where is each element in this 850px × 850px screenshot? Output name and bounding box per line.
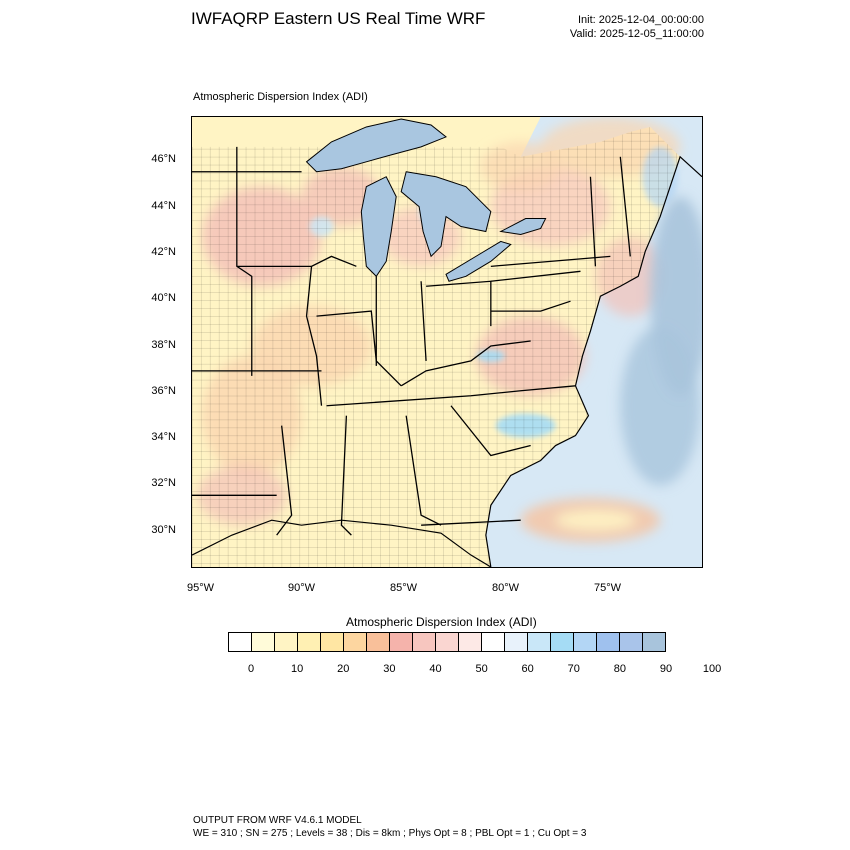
colorbar-swatch <box>597 633 620 651</box>
lat-tick-label: 46°N <box>151 153 176 165</box>
colorbar-tick-label: 10 <box>291 663 304 675</box>
colorbar-swatch <box>574 633 597 651</box>
lat-tick-label: 36°N <box>151 385 176 397</box>
colorbar-swatch <box>551 633 574 651</box>
colorbar-tick-label: 30 <box>383 663 396 675</box>
page-title: IWFAQRP Eastern US Real Time WRF <box>191 9 486 28</box>
colorbar-tick-label: 90 <box>659 663 673 675</box>
lon-tick-label: 90°W <box>288 582 316 594</box>
map-panel <box>191 116 703 568</box>
colorbar-swatch <box>528 633 551 651</box>
longitude-axis: 95°W 90°W 85°W 80°W 75°W <box>187 582 703 598</box>
colorbar <box>228 632 666 652</box>
lon-tick-label: 80°W <box>492 582 520 594</box>
lake-huron <box>400 171 492 258</box>
colorbar-swatch <box>367 633 390 651</box>
lat-tick-label: 38°N <box>151 339 176 351</box>
colorbar-tick-label: 20 <box>337 663 350 675</box>
colorbar-tick-label: 60 <box>521 663 534 675</box>
colorbar-swatch <box>436 633 459 651</box>
colorbar-swatch <box>229 633 252 651</box>
colorbar-swatch <box>482 633 505 651</box>
map-subtitle: Atmospheric Dispersion Index (ADI) <box>193 91 368 103</box>
colorbar-tick-label: 0 <box>247 663 255 675</box>
gulf-coastline <box>192 519 492 567</box>
colorbar-tick-label: 80 <box>613 663 627 675</box>
model-config-line: WE = 310 ; SN = 275 ; Levels = 38 ; Dis … <box>193 828 587 839</box>
lake-ontario <box>499 218 547 235</box>
lat-tick-label: 40°N <box>151 292 176 304</box>
county-boundaries <box>192 126 681 567</box>
colorbar-swatch <box>344 633 367 651</box>
colorbar-swatch <box>252 633 275 651</box>
lon-tick-label: 75°W <box>594 582 622 594</box>
lat-tick-label: 34°N <box>151 431 176 443</box>
lake-erie <box>445 240 512 282</box>
valid-time: Valid: 2025-12-05_11:00:00 <box>569 28 704 40</box>
lake-superior <box>305 118 447 173</box>
great-lakes <box>305 118 547 282</box>
colorbar-title: Atmospheric Dispersion Index (ADI) <box>346 615 537 629</box>
state-borders <box>192 146 631 536</box>
lat-tick-label: 44°N <box>151 200 176 212</box>
colorbar-tick-label: 70 <box>567 663 580 675</box>
ocean-warm-plume <box>520 196 702 543</box>
colorbar-swatch <box>643 633 665 651</box>
colorbar-swatch <box>275 633 298 651</box>
atlantic-coastline <box>485 155 702 567</box>
latitude-axis: 46°N 44°N 42°N 40°N 38°N 36°N 34°N 32°N … <box>120 116 176 568</box>
colorbar-swatch <box>390 633 413 651</box>
colorbar-swatch <box>321 633 344 651</box>
lon-tick-label: 85°W <box>390 582 418 594</box>
adi-map <box>192 117 702 567</box>
init-time: Init: 2025-12-04_00:00:00 <box>578 14 704 26</box>
lat-tick-label: 32°N <box>151 477 176 489</box>
model-info-line: OUTPUT FROM WRF V4.6.1 MODEL <box>193 815 362 826</box>
colorbar-swatch <box>505 633 528 651</box>
colorbar-swatch <box>459 633 482 651</box>
colorbar-swatch <box>413 633 436 651</box>
lat-tick-label: 30°N <box>151 524 176 536</box>
lat-tick-label: 42°N <box>151 246 176 258</box>
colorbar-tick-label: 40 <box>429 663 442 675</box>
lon-tick-label: 95°W <box>187 582 215 594</box>
colorbar-labels: 0 10 20 30 40 50 60 70 80 90 100 <box>228 663 721 677</box>
colorbar-swatch <box>620 633 643 651</box>
lake-michigan <box>360 176 397 278</box>
colorbar-tick-label: 50 <box>475 663 488 675</box>
colorbar-tick-label: 100 <box>702 663 722 675</box>
colorbar-swatch <box>298 633 321 651</box>
